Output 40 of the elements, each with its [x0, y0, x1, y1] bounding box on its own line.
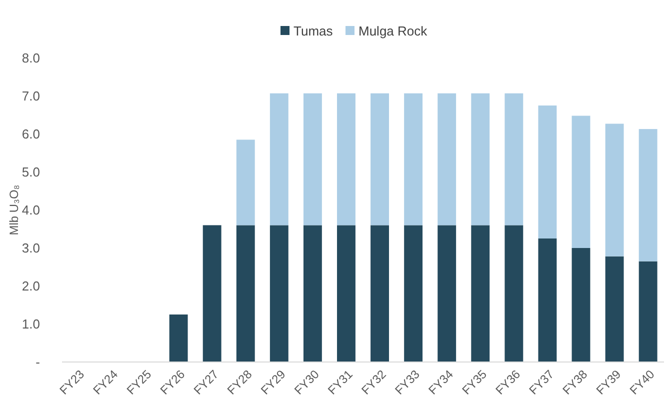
bar — [337, 93, 356, 226]
bar — [370, 225, 389, 362]
y-tick-label: - — [36, 354, 40, 370]
bar — [202, 225, 222, 362]
bar — [471, 93, 490, 226]
y-tick-label: 1.0 — [22, 316, 40, 332]
bar — [438, 93, 456, 226]
bar — [504, 93, 524, 226]
bar — [270, 225, 288, 362]
bar — [303, 93, 322, 226]
y-axis-title: Mlb U₃O₈ — [7, 184, 21, 236]
bar — [303, 225, 322, 362]
bar — [404, 225, 423, 362]
bar — [404, 93, 423, 226]
bar — [572, 116, 590, 248]
bar — [236, 140, 255, 226]
legend-label: Mulga Rock — [358, 24, 428, 39]
bar — [471, 225, 490, 362]
bar — [538, 238, 557, 362]
y-tick-label: 4.0 — [22, 202, 40, 218]
y-tick-label: 8.0 — [22, 50, 40, 66]
bar — [236, 225, 255, 362]
bar — [572, 248, 590, 362]
y-tick-label: 3.0 — [22, 240, 40, 256]
bar — [270, 93, 288, 226]
bar — [638, 261, 658, 362]
bar — [538, 106, 557, 238]
bar — [438, 225, 456, 362]
bar — [605, 256, 624, 362]
y-tick-label: 2.0 — [22, 278, 40, 294]
bar — [169, 314, 188, 362]
bar — [504, 225, 524, 362]
bar — [370, 93, 389, 226]
bar — [638, 129, 658, 262]
y-tick-label: 6.0 — [22, 126, 40, 142]
bar — [605, 124, 624, 256]
legend-label: Tumas — [294, 24, 334, 39]
bar — [337, 225, 356, 362]
y-tick-label: 5.0 — [22, 164, 40, 180]
y-tick-label: 7.0 — [22, 88, 40, 104]
